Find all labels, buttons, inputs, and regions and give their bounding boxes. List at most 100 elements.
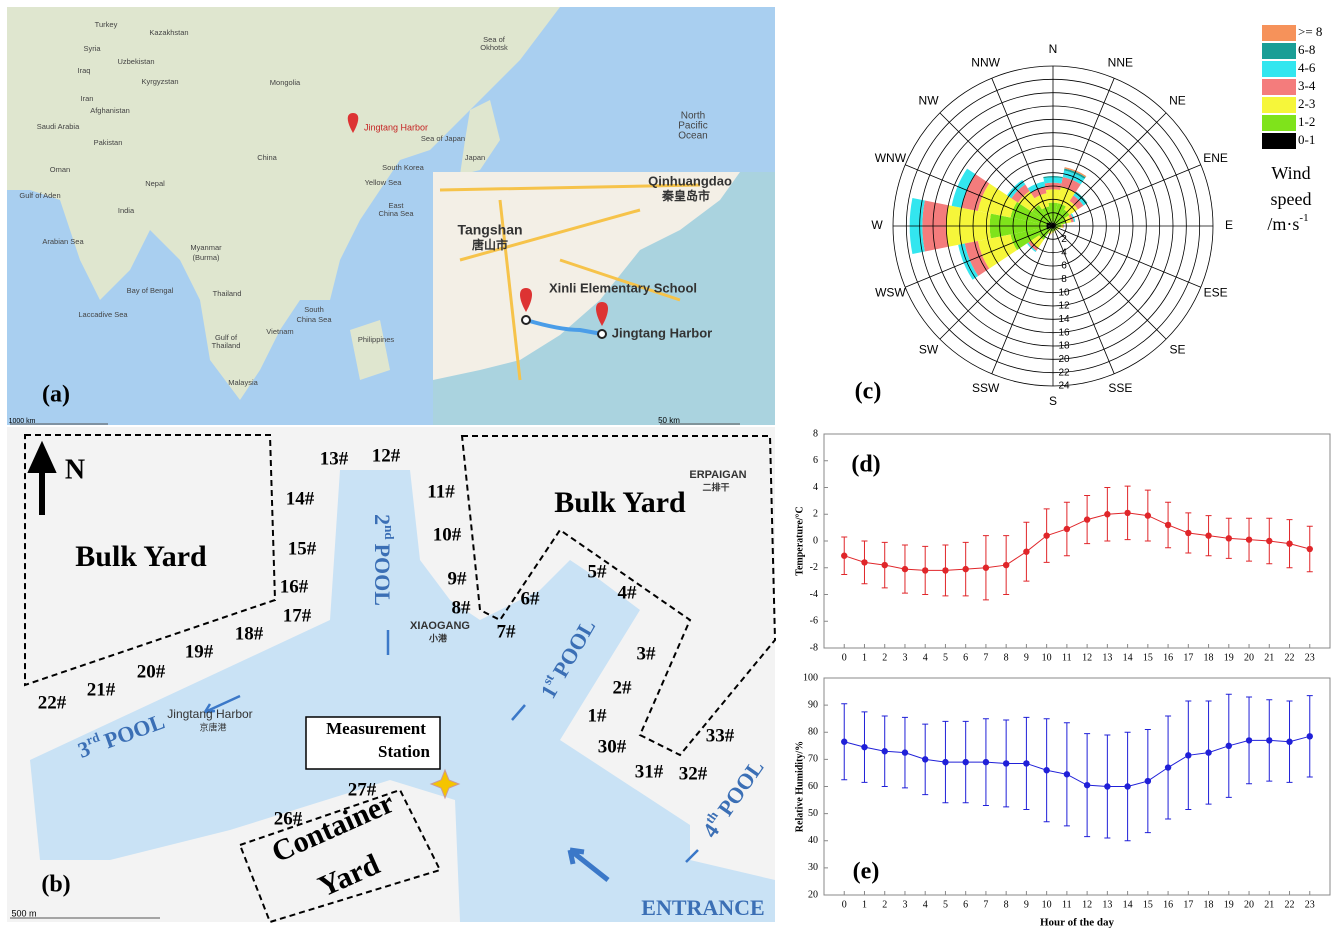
inset-label: Jingtang Harbor <box>612 325 712 340</box>
station-label: Measurement <box>326 719 426 738</box>
berth-label: 14# <box>286 488 315 509</box>
inset-label: Xinli Elementary School <box>549 280 697 295</box>
y-tick-label: -4 <box>810 589 818 600</box>
x-tick-label: 0 <box>842 899 847 910</box>
page: TurkeyKazakhstanSyriaUzbekistanIraqKyrgy… <box>0 0 1338 938</box>
berth-label: 6# <box>521 588 541 609</box>
direction-label: NW <box>919 94 940 108</box>
map-label: Yellow Sea <box>365 178 403 187</box>
map-marker-label: Jingtang Harbor <box>364 122 428 132</box>
map-label: Thailand <box>213 289 242 298</box>
figure: TurkeyKazakhstanSyriaUzbekistanIraqKyrgy… <box>0 0 1338 938</box>
map-label: Bay of Bengal <box>127 286 174 295</box>
data-point <box>1003 562 1009 568</box>
panel-label: (c) <box>855 379 882 405</box>
data-point <box>1084 782 1090 788</box>
map-label: Nepal <box>145 179 165 188</box>
legend-swatch <box>1262 43 1296 59</box>
berth-label: 8# <box>452 597 472 618</box>
inset-label: 秦皇岛市 <box>661 188 710 203</box>
map-label: Mongolia <box>270 78 301 87</box>
berth-label: 20# <box>137 661 166 682</box>
route-end <box>598 330 606 338</box>
y-tick-label: 8 <box>813 428 818 439</box>
panel-label: (b) <box>41 872 70 898</box>
x-tick-label: 6 <box>963 899 968 910</box>
x-tick-label: 9 <box>1024 899 1029 910</box>
data-point <box>1145 512 1151 518</box>
place-label: 京唐港 <box>199 721 226 732</box>
r-tick-label: 22 <box>1058 367 1070 378</box>
spoke <box>1053 226 1166 339</box>
map-label: India <box>118 206 135 215</box>
data-point <box>1205 532 1211 538</box>
berth-label: 31# <box>635 761 664 782</box>
inset-label: Tangshan <box>457 222 522 238</box>
berth-label: 21# <box>87 679 116 700</box>
legend-swatch <box>1262 79 1296 95</box>
x-tick-label: 5 <box>943 899 948 910</box>
legend-title: speed <box>1271 189 1312 209</box>
berth-label: 9# <box>448 568 468 589</box>
data-point <box>962 759 968 765</box>
x-tick-label: 2 <box>882 652 887 663</box>
berth-label: 1# <box>588 705 608 726</box>
direction-label: ESE <box>1204 286 1228 300</box>
berth-label: 33# <box>706 725 735 746</box>
berth-label: 16# <box>280 576 309 597</box>
series-line <box>844 513 1310 571</box>
legend-label: 1-2 <box>1298 114 1315 129</box>
r-tick-label: 20 <box>1058 354 1070 365</box>
data-point <box>1003 760 1009 766</box>
berth-label: 18# <box>235 623 264 644</box>
map-label: Vietnam <box>266 327 293 336</box>
data-point <box>841 739 847 745</box>
y-tick-label: 30 <box>808 862 818 873</box>
legend-label: >= 8 <box>1298 24 1322 39</box>
direction-label: NNW <box>971 56 1000 70</box>
y-tick-label: 100 <box>803 672 818 683</box>
direction-label: SSE <box>1108 381 1132 395</box>
direction-label: WNW <box>875 151 907 165</box>
legend-label: 2-3 <box>1298 96 1315 111</box>
yard-label: Bulk Yard <box>554 486 686 519</box>
direction-label: ENE <box>1203 151 1228 165</box>
x-tick-label: 1 <box>862 899 867 910</box>
data-point <box>1185 530 1191 536</box>
x-tick-label: 13 <box>1102 652 1112 663</box>
pool-suffix: nd <box>382 525 397 540</box>
scale-label: 50 km <box>658 416 680 425</box>
direction-label: N <box>1049 42 1058 56</box>
legend-label: 0-1 <box>1298 132 1315 147</box>
map-label: Sea of Japan <box>421 134 465 143</box>
data-point <box>861 744 867 750</box>
y-tick-label: 50 <box>808 808 818 819</box>
legend-swatch <box>1262 25 1296 41</box>
x-tick-label: 18 <box>1204 652 1214 663</box>
map-label: China <box>257 153 277 162</box>
y-tick-label: -6 <box>810 616 818 627</box>
data-point <box>942 567 948 573</box>
data-point <box>1226 743 1232 749</box>
data-point <box>1266 737 1272 743</box>
y-tick-label: 2 <box>813 509 818 520</box>
x-tick-label: 18 <box>1204 899 1214 910</box>
data-point <box>922 756 928 762</box>
x-tick-label: 8 <box>1004 899 1009 910</box>
map-label: Kazakhstan <box>149 28 188 37</box>
station-label: Station <box>378 742 431 761</box>
x-tick-label: 23 <box>1305 652 1315 663</box>
legend-label: 3-4 <box>1298 78 1316 93</box>
y-tick-label: 4 <box>813 482 818 493</box>
direction-label: SE <box>1169 343 1185 357</box>
direction-label: NE <box>1169 94 1186 108</box>
pool-word: POOL <box>370 544 395 606</box>
r-tick-label: 14 <box>1058 314 1070 325</box>
data-point <box>1084 516 1090 522</box>
unit-exponent: -1 <box>1299 212 1308 224</box>
map-label: Laccadive Sea <box>78 310 128 319</box>
x-tick-label: 10 <box>1042 652 1052 663</box>
berth-label: 17# <box>283 605 312 626</box>
map-label: Syria <box>83 44 101 53</box>
direction-label: W <box>871 218 883 232</box>
